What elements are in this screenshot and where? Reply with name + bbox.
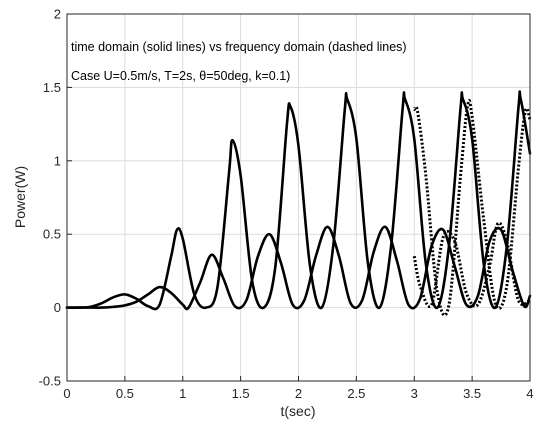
x-axis-label: t(sec) xyxy=(281,403,316,419)
dashed-series-line-2 xyxy=(412,98,532,317)
y-tick-label: 0.5 xyxy=(43,227,61,242)
annotation-title: time domain (solid lines) vs frequency d… xyxy=(71,40,407,54)
dashed-series-line-3 xyxy=(412,221,531,308)
y-tick-label: 0 xyxy=(54,300,61,315)
y-tick-label: -0.5 xyxy=(39,374,61,389)
series-group xyxy=(65,90,532,317)
plot-frame xyxy=(66,13,531,382)
y-tick-label: 2 xyxy=(54,7,61,22)
x-tick-label: 0 xyxy=(63,386,70,401)
x-tick-label: 4 xyxy=(526,386,533,401)
x-tick-label: 1.5 xyxy=(232,386,250,401)
y-tick-label: 1 xyxy=(54,153,61,168)
x-tick-label: 2 xyxy=(295,386,302,401)
x-tick-label: 3 xyxy=(411,386,418,401)
y-axis-label: Power(W) xyxy=(12,166,28,228)
solid-series-line-1 xyxy=(65,225,532,311)
solid-series-line-0 xyxy=(65,90,532,311)
annotation-case: Case U=0.5m/s, T=2s, θ=50deg, k=0.1) xyxy=(71,69,290,83)
x-tick-label: 2.5 xyxy=(347,386,365,401)
x-tick-label: 1 xyxy=(179,386,186,401)
axis-ticks: 0 0.5 1 1.5 2 2.5 3 3.5 4-0.500.511.52 xyxy=(39,7,534,402)
x-tick-label: 3.5 xyxy=(463,386,481,401)
x-tick-label: 0.5 xyxy=(116,386,134,401)
y-tick-label: 1.5 xyxy=(43,80,61,95)
